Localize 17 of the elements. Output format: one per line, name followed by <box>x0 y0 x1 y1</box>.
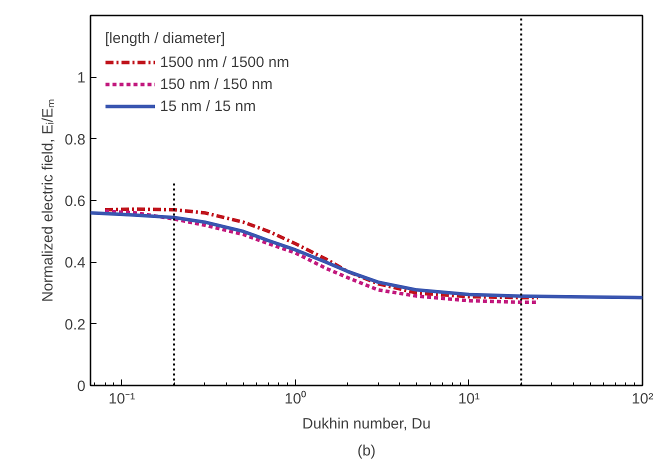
y-tick-label: 1 <box>77 70 86 87</box>
y-tick-label: 0.8 <box>64 131 86 148</box>
legend-title: [length / diameter] <box>105 30 226 47</box>
y-axis-title: Normalized electric field, Eᵢ/Eₘ <box>40 98 57 302</box>
legend-label: 1500 nm / 1500 nm <box>160 54 290 70</box>
y-tick-label: 0 <box>77 378 86 395</box>
x-tick-label: 10¹ <box>458 390 480 408</box>
y-tick-label: 0.4 <box>64 254 86 272</box>
x-tick-label: 10⁻¹ <box>108 390 136 408</box>
y-tick-label: 0.6 <box>64 193 86 210</box>
x-tick-label: 10² <box>632 390 654 408</box>
x-axis-title: Dukhin number, Du <box>302 416 431 432</box>
legend-label: 150 nm / 150 nm <box>160 76 273 92</box>
x-tick-label: 10⁰ <box>284 390 306 408</box>
legend-label: 15 nm / 15 nm <box>160 98 256 114</box>
y-tick-label: 0.2 <box>64 316 86 334</box>
text: (b) <box>357 442 376 460</box>
